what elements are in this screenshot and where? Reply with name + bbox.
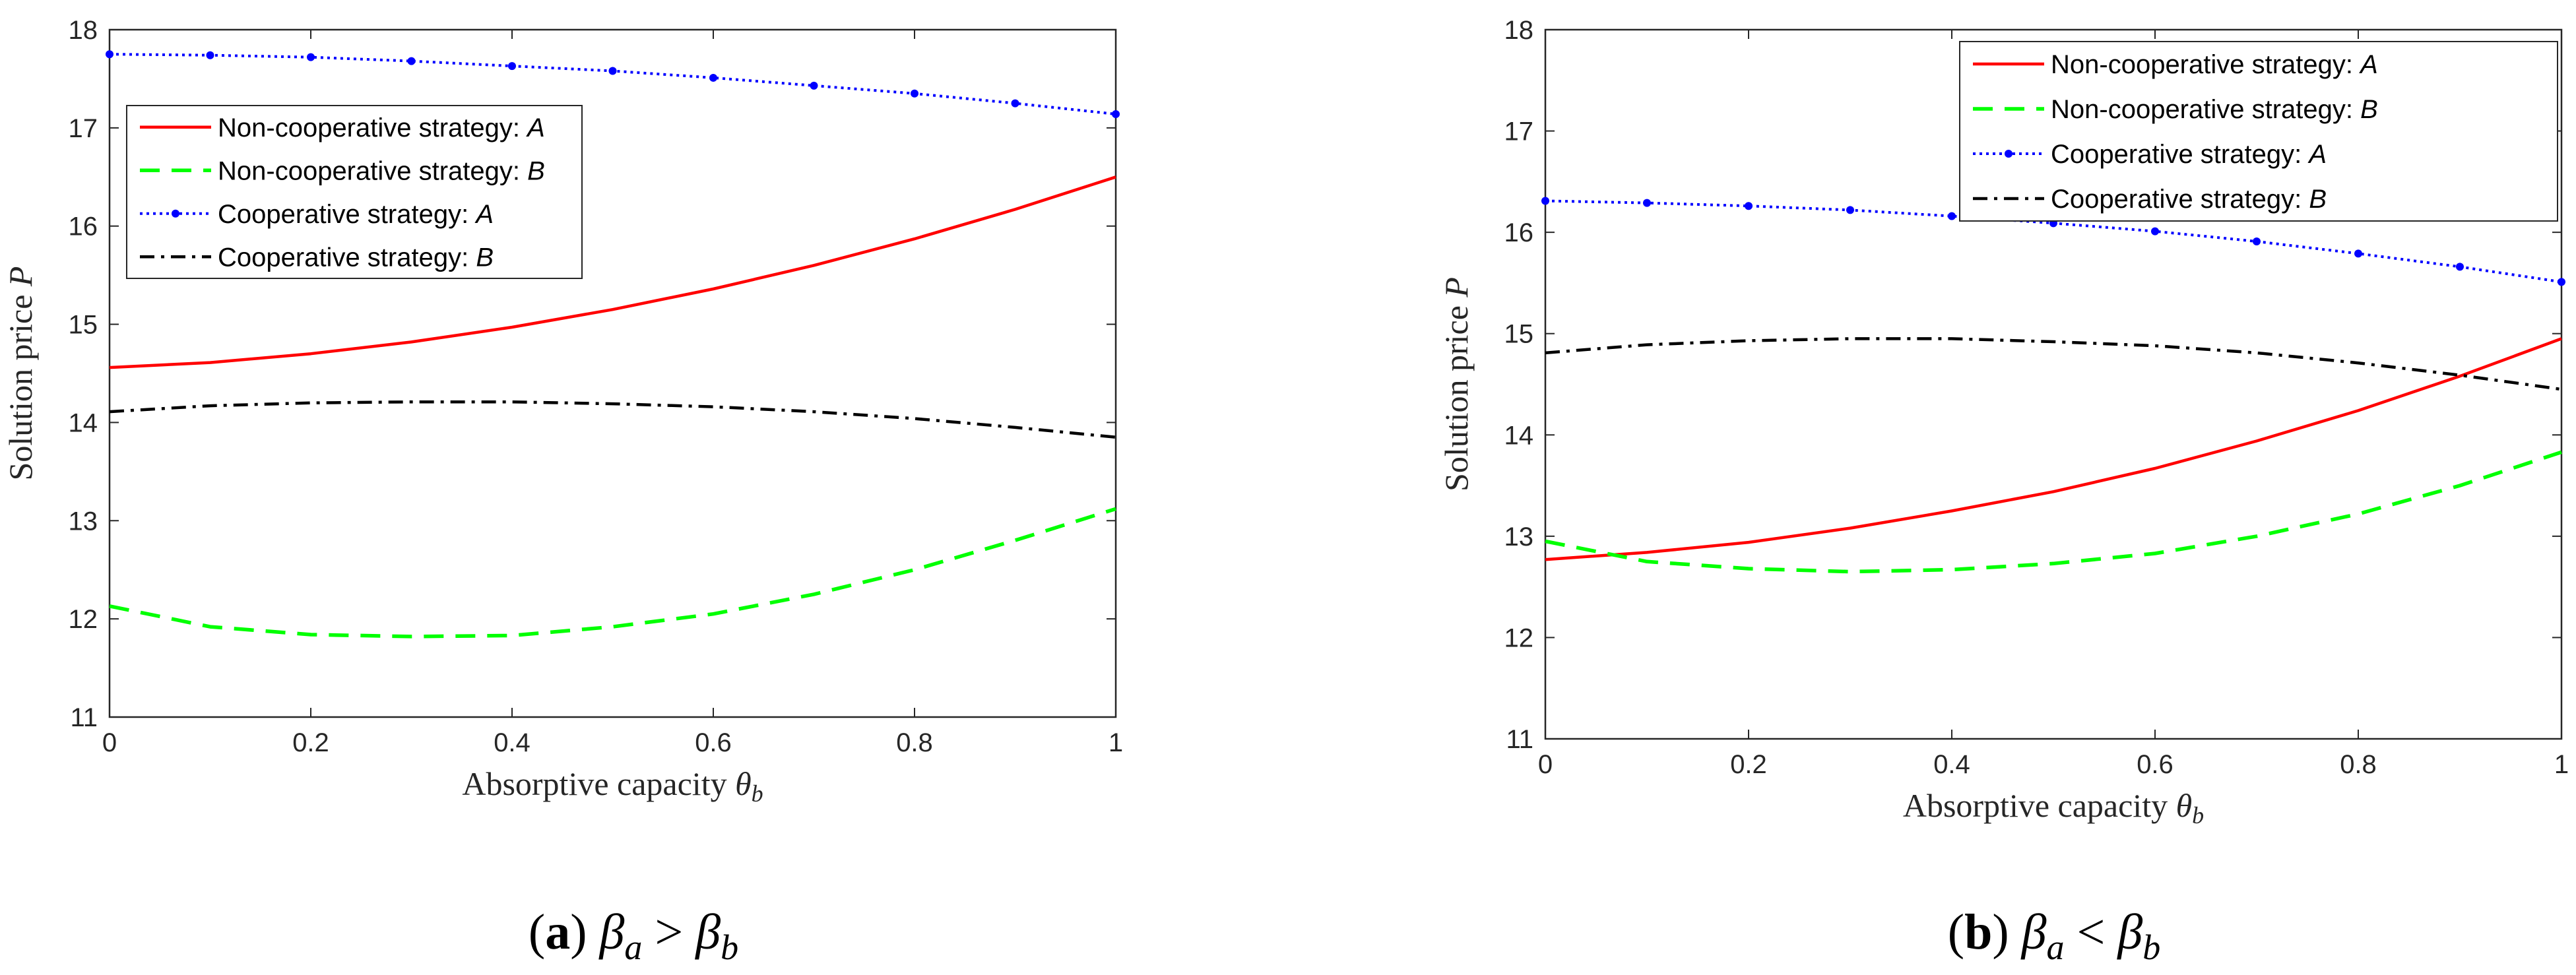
data-point-coop-a [407,57,416,65]
x-tick-label: 0 [102,728,117,757]
x-tick-label: 0.8 [2340,750,2377,779]
data-point-coop-a [1846,206,1854,214]
panel-caption: (b) βa < βb [1948,904,2161,967]
legend-entry: Non-cooperative strategy: B [2051,95,2378,124]
data-point-coop-a [508,62,516,71]
legend-entry: Non-cooperative strategy: A [2051,50,2378,79]
x-tick-label: 0 [1538,750,1553,779]
legend-entry: Cooperative strategy: B [218,243,494,272]
data-point-coop-a [1643,199,1651,207]
series-line-noncoop-a [109,175,1116,369]
data-point-coop-a [2558,278,2565,286]
series-line-noncoop-b [109,507,1116,639]
legend-entry: Non-cooperative strategy: B [218,156,545,185]
x-tick-label: 0.6 [2137,750,2174,779]
legend-entry: Non-cooperative strategy: A [218,113,545,142]
y-tick-label: 11 [70,703,98,732]
data-point-coop-a [1745,202,1753,210]
y-tick-label: 12 [69,605,98,634]
y-axis-label: Solution price P [2,267,39,481]
legend-marker [2005,150,2012,158]
data-point-coop-a [1112,110,1120,119]
y-tick-label: 18 [1504,16,1534,45]
data-point-coop-a [1948,212,1956,220]
x-axis-label: Absorptive capacity θb [1903,787,2204,829]
y-tick-label: 14 [69,408,98,437]
series-line-noncoop-a [1545,337,2562,561]
x-tick-label: 0.8 [896,728,933,757]
legend-entry: Cooperative strategy: A [2051,140,2327,169]
x-tick-label: 1 [1109,728,1123,757]
data-point-coop-a [709,73,717,82]
y-tick-label: 17 [69,114,98,143]
data-point-coop-a [2354,249,2362,258]
data-point-coop-a [106,50,113,59]
series-line-coop-b [1545,337,2562,391]
x-tick-label: 0.6 [695,728,732,757]
series-line-coop-b [109,400,1116,439]
y-tick-label: 15 [69,311,98,340]
y-axis-label: Solution price P [1438,277,1475,491]
chart-panel-a: 0 0.2 0.4 0.6 0.8 11112131415161718Absorptive… [2,16,1123,967]
data-point-coop-a [810,81,818,90]
y-tick-label: 12 [1504,623,1534,652]
data-point-coop-a [2253,237,2261,245]
legend-entry: Cooperative strategy: B [2051,185,2327,214]
y-tick-label: 13 [1504,522,1534,551]
x-tick-label: 0.2 [292,728,329,757]
chart-panel-b: 0 0.2 0.4 0.6 0.8 11112131415161718Absorptive… [1438,16,2569,967]
data-point-coop-a [206,51,214,59]
y-tick-label: 13 [69,507,98,536]
data-point-coop-a [2456,263,2464,271]
y-tick-label: 14 [1504,421,1534,450]
y-tick-label: 11 [1506,725,1533,754]
y-tick-label: 17 [1504,117,1534,146]
panel-caption: (a) βa > βb [529,904,738,967]
y-tick-label: 15 [1504,320,1534,349]
data-point-coop-a [608,67,617,75]
legend-marker [172,209,179,218]
x-tick-label: 0.4 [1933,750,1970,779]
x-axis-label: Absorptive capacity θb [462,765,763,807]
y-tick-label: 16 [1504,218,1534,247]
x-tick-label: 1 [2554,750,2569,779]
y-tick-label: 16 [69,212,98,241]
x-tick-label: 0.2 [1730,750,1767,779]
legend-entry: Cooperative strategy: A [218,200,494,229]
legend-box [1959,41,2558,222]
data-point-coop-a [307,53,315,61]
data-point-coop-a [2151,227,2159,236]
legend-box [126,105,583,279]
data-point-coop-a [911,89,918,98]
x-tick-label: 0.4 [494,728,531,757]
data-point-coop-a [1011,99,1019,108]
series-line-noncoop-b [1545,450,2562,574]
y-tick-label: 18 [69,16,98,45]
data-point-coop-a [1541,197,1549,205]
